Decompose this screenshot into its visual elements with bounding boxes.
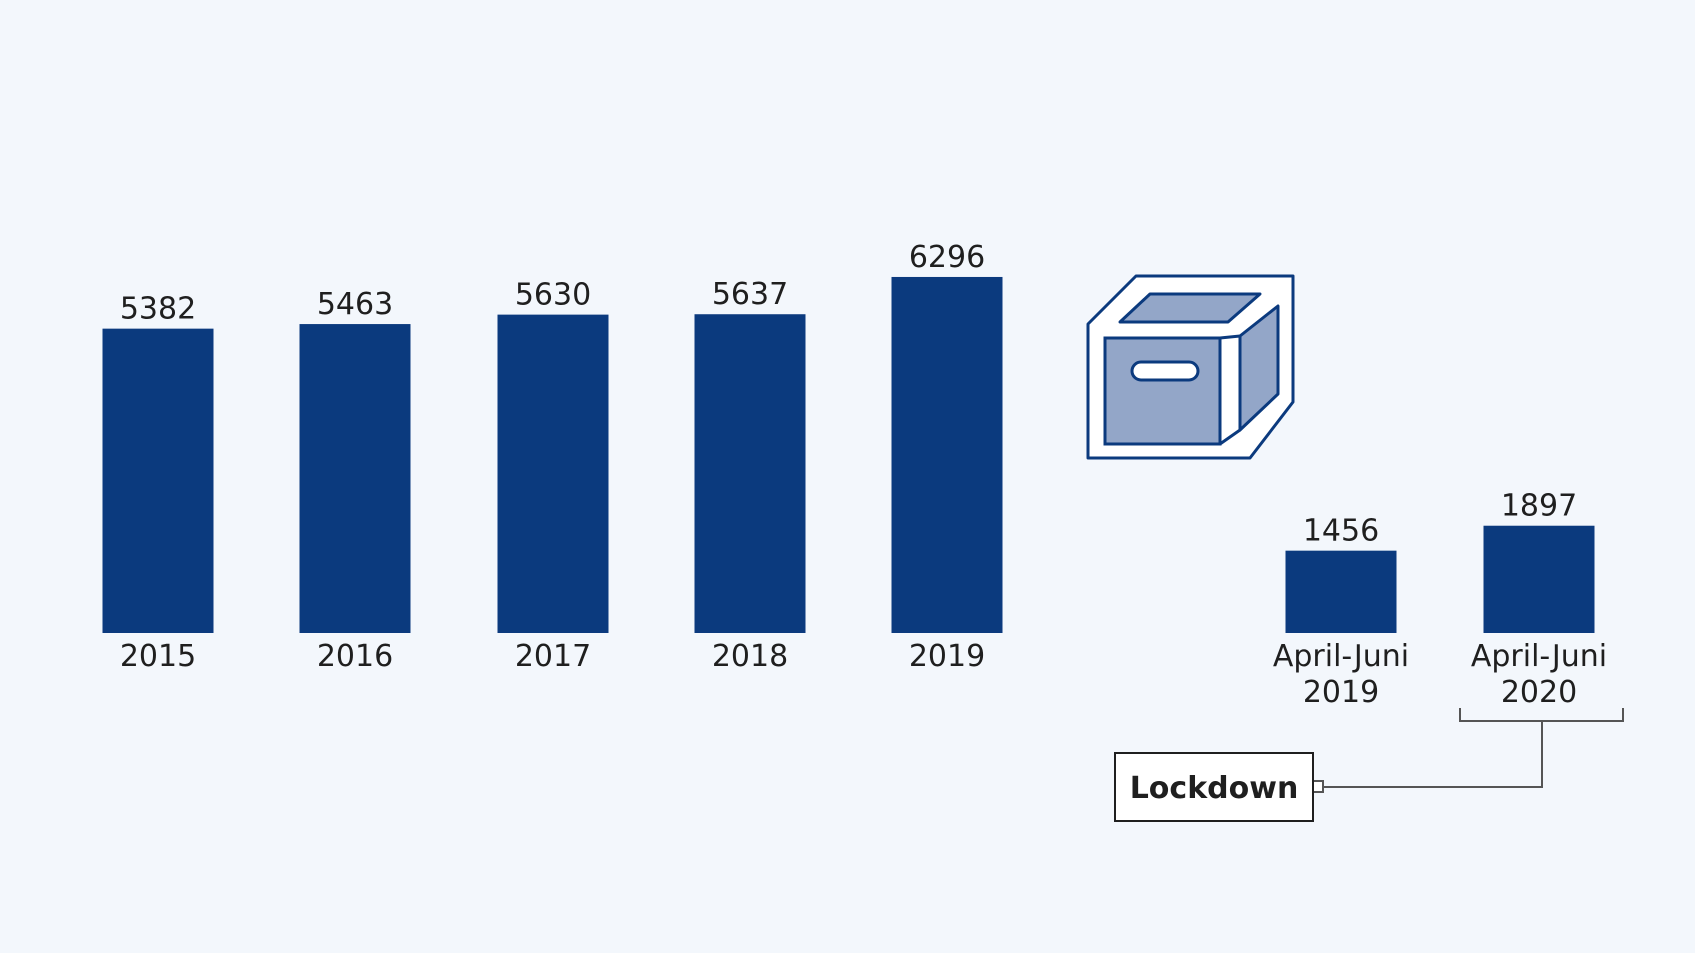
bar [891,276,1003,633]
lockdown-box [1114,752,1314,822]
data-label: 5637 [712,277,788,312]
bars-layer [102,276,1595,633]
bar [694,314,806,633]
bar [497,314,609,633]
category-label: April-Juni 2019 [1273,639,1409,710]
lockdown-label: Lockdown [1130,771,1299,806]
data-label: 1456 [1303,514,1379,549]
lockdown-bracket [1318,708,1624,788]
data-label: 6296 [909,240,985,275]
data-label: 1897 [1501,489,1577,524]
labels-layer: 5382 2015 5463 2016 5630 2017 5637 2018 6296 2019… [120,240,1607,710]
category-label: 2019 [909,639,985,674]
data-label: 5463 [317,287,393,322]
archive-box-icon [1086,274,1295,460]
bar [299,324,411,633]
data-label: 5382 [120,292,196,327]
bar [1483,525,1595,633]
category-label: 2017 [515,639,591,674]
category-label: 2016 [317,639,393,674]
category-label: 2015 [120,639,196,674]
bar [102,328,214,633]
category-label: 2018 [712,639,788,674]
category-label: April-Juni 2020 [1471,639,1607,710]
data-label: 5630 [515,278,591,313]
lockdown-annotation: Lockdown [1114,752,1314,822]
bar [1285,550,1397,633]
